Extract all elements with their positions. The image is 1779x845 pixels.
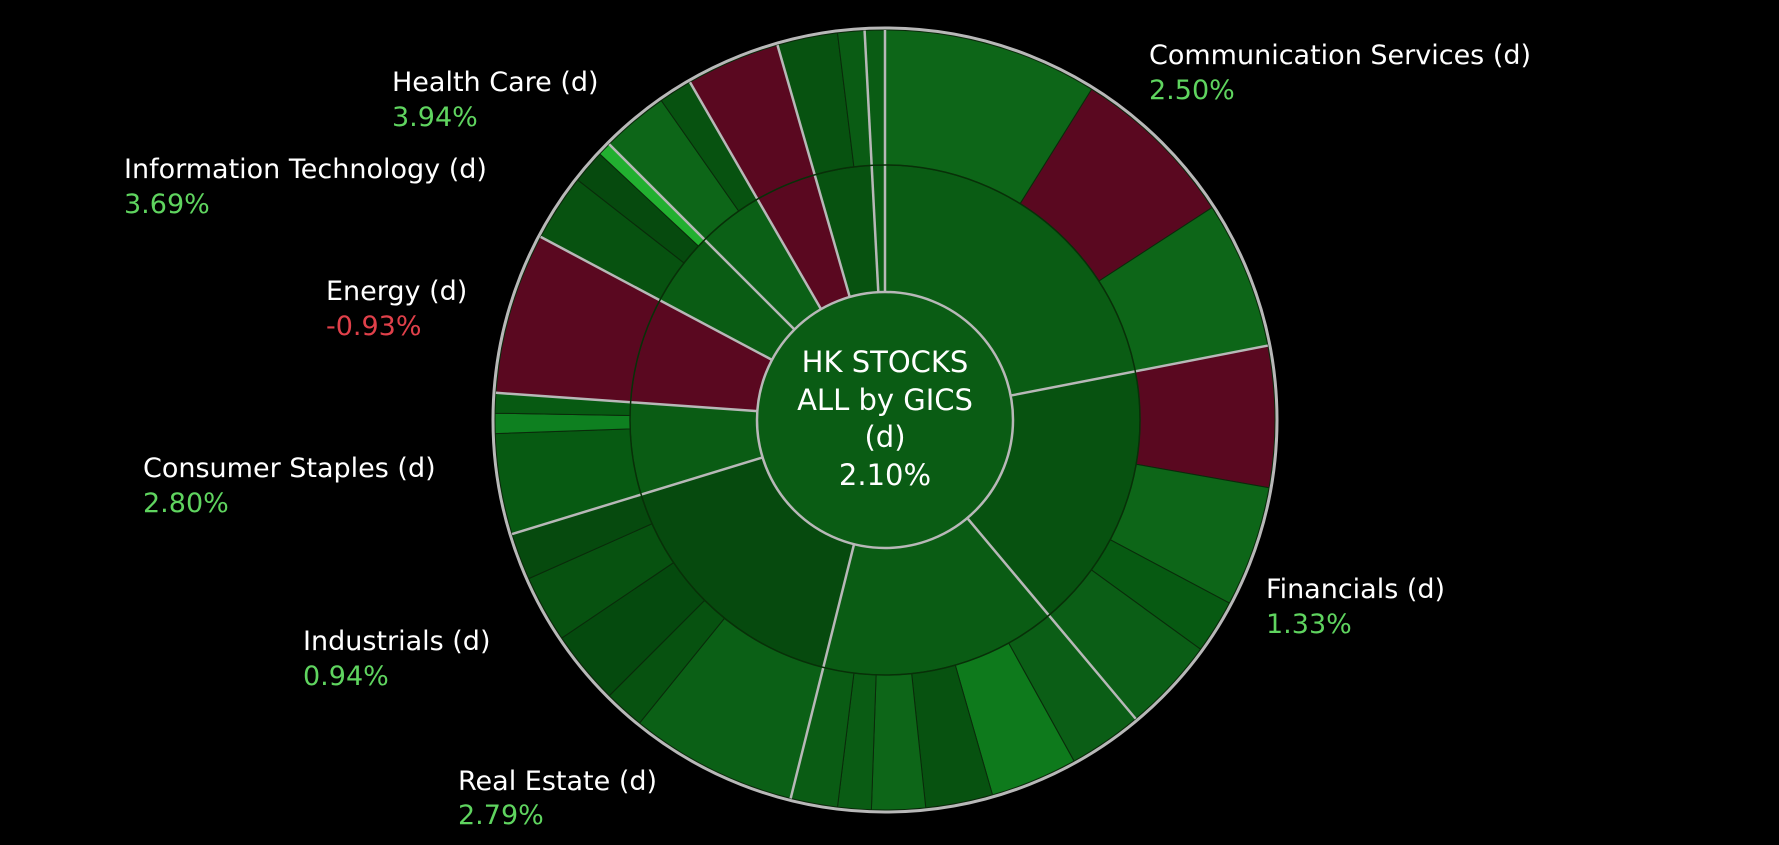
sector-separator — [540, 235, 773, 362]
center-summary[interactable]: HK STOCKS ALL by GICS (d) 2.10% — [755, 290, 1015, 550]
sector-separator — [789, 543, 856, 799]
sector-separator — [511, 456, 763, 536]
label-communication-services: Communication Services (d) — [1149, 40, 1531, 71]
sector-separator — [1010, 344, 1269, 397]
value-energy: -0.93% — [326, 311, 422, 342]
value-financials: 1.33% — [1266, 609, 1352, 640]
label-financials: Financials (d) — [1266, 574, 1445, 605]
label-energy: Energy (d) — [326, 276, 467, 307]
sector-separator — [688, 81, 823, 310]
value-consumer-staples: 2.80% — [143, 488, 229, 519]
label-consumer-staples: Consumer Staples (d) — [143, 453, 436, 484]
center-value: 2.10% — [839, 458, 931, 492]
label-industrials: Industrials (d) — [303, 626, 490, 657]
center-title-line1: HK STOCKS — [802, 345, 969, 379]
subsector-ring — [494, 29, 1276, 811]
sector-separator — [495, 391, 758, 413]
sector-separators — [495, 30, 1269, 799]
sector-separator — [776, 44, 851, 298]
value-real-estate: 2.79% — [458, 800, 544, 831]
center-circle[interactable] — [755, 290, 1015, 550]
sector-ring — [629, 164, 1141, 676]
sector-separator — [966, 517, 1137, 720]
sector-separator — [863, 30, 880, 293]
ring-boundary — [629, 164, 1141, 676]
value-industrials: 0.94% — [303, 661, 389, 692]
label-real-estate: Real Estate (d) — [458, 766, 657, 797]
label-health-care: Health Care (d) — [392, 67, 599, 98]
label-information-technology: Information Technology (d) — [124, 154, 487, 185]
center-title-line3: (d) — [864, 420, 905, 454]
value-health-care: 3.94% — [392, 102, 478, 133]
center-title-line2: ALL by GICS — [797, 383, 973, 417]
value-information-technology: 3.69% — [124, 189, 210, 220]
value-communication-services: 2.50% — [1149, 75, 1235, 106]
outer-border — [491, 26, 1279, 814]
sector-separator — [608, 143, 796, 331]
